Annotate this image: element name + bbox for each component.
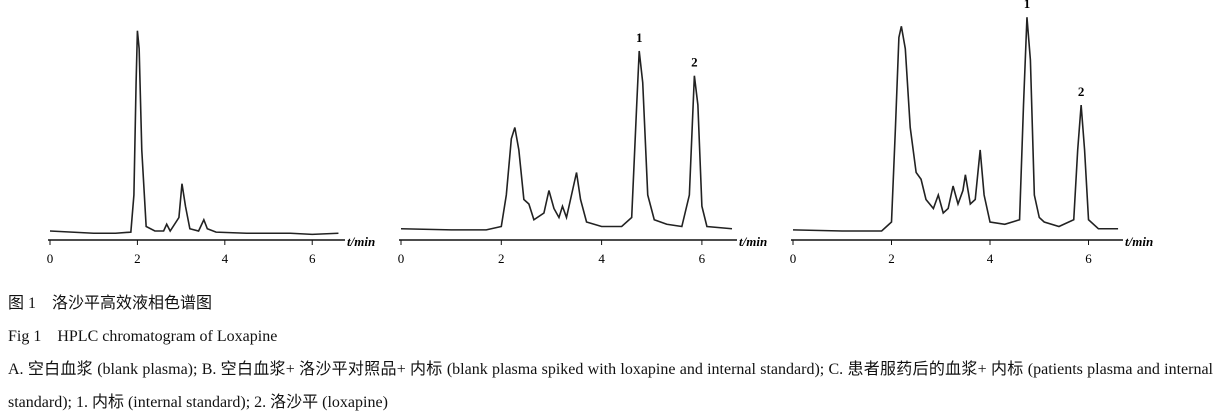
caption-legend: A. 空白血浆 (blank plasma); B. 空白血浆+ 洛沙平对照品+… bbox=[8, 361, 1213, 411]
x-tick-label: 2 bbox=[498, 251, 505, 266]
caption-cn: 图 1 洛沙平高效液相色谱图 bbox=[8, 295, 213, 312]
x-axis-label: t/min bbox=[347, 234, 375, 249]
figure: 0 2 4 6 t/min 0 2 4 6 t/min 1 2 0 2 4 6 t/min 1 2 bbox=[47, 0, 1153, 266]
x-tick-label: 6 bbox=[699, 251, 706, 266]
peak-label: 1 bbox=[636, 30, 643, 45]
x-tick-label: 4 bbox=[598, 251, 605, 266]
x-tick-label: 2 bbox=[888, 251, 895, 266]
peak-label: 1 bbox=[1024, 0, 1031, 11]
chromatogram-trace bbox=[49, 30, 339, 236]
x-tick-label: 0 bbox=[47, 251, 54, 266]
chromatogram-trace bbox=[400, 50, 733, 231]
x-axis-label: t/min bbox=[739, 234, 767, 249]
x-tick-label: 2 bbox=[134, 251, 141, 266]
peak-label: 2 bbox=[691, 55, 698, 70]
caption-en: Fig 1 HPLC chromatogram of Loxapine bbox=[8, 328, 278, 345]
x-tick-label: 0 bbox=[398, 251, 405, 266]
x-tick-label: 4 bbox=[987, 251, 994, 266]
x-axis-label: t/min bbox=[1125, 234, 1153, 249]
peak-label: 2 bbox=[1078, 84, 1085, 99]
x-tick-label: 4 bbox=[222, 251, 229, 266]
x-tick-label: 6 bbox=[1085, 251, 1092, 266]
x-tick-label: 0 bbox=[790, 251, 797, 266]
x-tick-label: 6 bbox=[309, 251, 316, 266]
chromatogram-trace bbox=[792, 17, 1119, 232]
